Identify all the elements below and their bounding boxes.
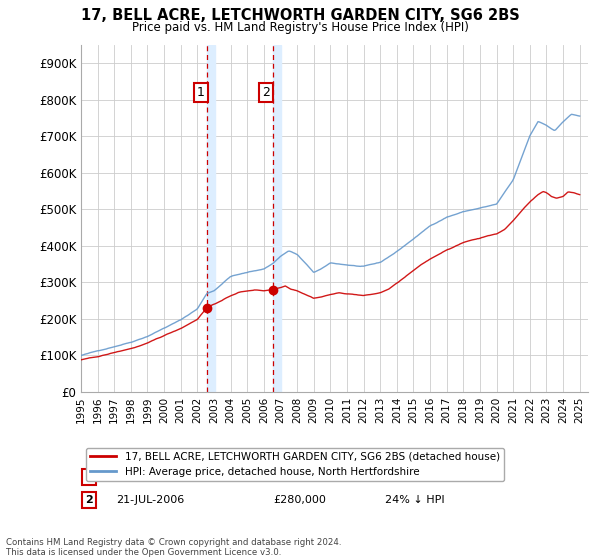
Legend: 17, BELL ACRE, LETCHWORTH GARDEN CITY, SG6 2BS (detached house), HPI: Average pr: 17, BELL ACRE, LETCHWORTH GARDEN CITY, S… [86, 447, 504, 481]
Text: 17, BELL ACRE, LETCHWORTH GARDEN CITY, SG6 2BS: 17, BELL ACRE, LETCHWORTH GARDEN CITY, S… [80, 8, 520, 24]
Text: 1: 1 [197, 86, 205, 99]
Text: 2: 2 [262, 86, 271, 99]
Text: 05-AUG-2002: 05-AUG-2002 [116, 472, 191, 482]
Text: Price paid vs. HM Land Registry's House Price Index (HPI): Price paid vs. HM Land Registry's House … [131, 21, 469, 34]
Bar [207, 45, 215, 392]
Bar [273, 45, 281, 392]
Text: 24% ↓ HPI: 24% ↓ HPI [385, 494, 445, 505]
Text: 16% ↓ HPI: 16% ↓ HPI [385, 472, 445, 482]
Text: £230,000: £230,000 [274, 472, 326, 482]
Text: Contains HM Land Registry data © Crown copyright and database right 2024.
This d: Contains HM Land Registry data © Crown c… [6, 538, 341, 557]
Text: 21-JUL-2006: 21-JUL-2006 [116, 494, 185, 505]
Text: £280,000: £280,000 [274, 494, 326, 505]
Text: 1: 1 [85, 472, 92, 482]
Text: 2: 2 [85, 494, 92, 505]
